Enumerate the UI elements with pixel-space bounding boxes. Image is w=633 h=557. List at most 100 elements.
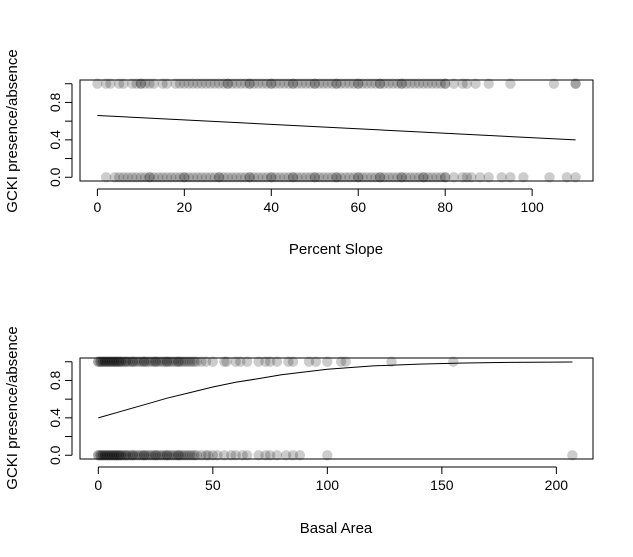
data-point — [135, 78, 147, 89]
data-point — [166, 450, 177, 461]
data-point — [205, 172, 216, 183]
data-point — [174, 78, 186, 89]
data-point — [266, 172, 277, 183]
data-point — [161, 78, 173, 89]
data-point — [122, 356, 134, 367]
data-point — [313, 172, 325, 183]
data-point — [183, 78, 194, 89]
data-point — [242, 450, 253, 461]
data-point — [173, 450, 184, 461]
data-point — [116, 356, 127, 367]
data-point — [409, 78, 420, 89]
data-point — [173, 356, 184, 367]
data-point — [187, 78, 199, 89]
data-point — [226, 450, 237, 461]
data-point — [170, 172, 181, 183]
data-point — [383, 78, 394, 89]
data-point — [129, 450, 141, 461]
data-point — [182, 450, 193, 461]
x-tick-label: 40 — [263, 199, 279, 215]
data-point — [171, 356, 182, 367]
data-point — [135, 172, 147, 183]
data-point — [283, 356, 294, 367]
data-point — [168, 356, 180, 367]
data-point — [196, 450, 207, 461]
data-point — [466, 172, 477, 183]
data-point — [242, 356, 253, 367]
data-point — [118, 356, 129, 367]
data-point — [283, 78, 294, 89]
data-point — [148, 450, 159, 461]
data-point — [431, 172, 442, 183]
data-point — [93, 356, 104, 367]
data-point — [309, 172, 320, 183]
data-point — [331, 172, 342, 183]
data-point — [570, 78, 581, 89]
data-point — [505, 172, 516, 183]
data-point — [102, 356, 113, 367]
data-point — [125, 356, 136, 367]
data-point — [120, 450, 131, 461]
data-point — [544, 172, 555, 183]
data-point — [561, 172, 573, 183]
data-point — [144, 78, 155, 89]
data-point — [106, 450, 118, 461]
data-point — [127, 450, 138, 461]
data-point — [392, 78, 403, 89]
data-point — [570, 172, 581, 183]
data-point — [379, 172, 390, 183]
data-point — [396, 78, 407, 89]
data-point — [113, 172, 125, 183]
data-point — [138, 450, 150, 461]
data-point — [104, 450, 116, 461]
data-point — [287, 172, 299, 183]
data-point — [93, 450, 104, 461]
data-point — [159, 356, 170, 367]
data-point — [95, 356, 106, 367]
data-point — [374, 78, 386, 89]
data-point — [113, 450, 125, 461]
data-point — [100, 78, 112, 89]
data-point — [132, 356, 143, 367]
data-point — [213, 172, 225, 183]
fit-line — [97, 115, 576, 141]
data-point — [170, 78, 181, 89]
data-point — [118, 78, 129, 89]
data-point — [435, 172, 446, 183]
data-point — [116, 356, 127, 367]
y-axis: 0.0 0.4 0.8 — [47, 83, 73, 187]
data-point — [109, 356, 120, 367]
data-point — [192, 172, 203, 183]
data-point — [374, 172, 386, 183]
data-point — [153, 172, 164, 183]
data-point — [166, 356, 177, 367]
data-point — [448, 78, 460, 89]
data-point — [141, 356, 152, 367]
data-point — [313, 78, 325, 89]
data-point — [483, 78, 494, 89]
data-point — [97, 356, 109, 367]
data-point — [440, 172, 451, 183]
data-point — [266, 78, 277, 89]
data-point — [237, 450, 248, 461]
data-point — [166, 172, 177, 183]
data-point — [244, 78, 255, 89]
data-point — [244, 172, 255, 183]
data-point — [264, 356, 276, 367]
data-point — [145, 450, 157, 461]
data-point — [219, 356, 230, 367]
data-point — [106, 356, 118, 367]
data-point — [244, 78, 255, 89]
y-axis: 0.0 0.4 0.8 — [47, 361, 73, 465]
data-point — [111, 450, 122, 461]
data-point — [164, 450, 175, 461]
data-point — [127, 78, 138, 89]
data-point — [348, 78, 360, 89]
plot-frame — [79, 357, 594, 460]
data-point — [396, 78, 407, 89]
data-point — [270, 78, 281, 89]
data-point — [235, 78, 247, 89]
data-point — [143, 356, 154, 367]
data-point — [144, 172, 155, 183]
data-point — [344, 78, 355, 89]
